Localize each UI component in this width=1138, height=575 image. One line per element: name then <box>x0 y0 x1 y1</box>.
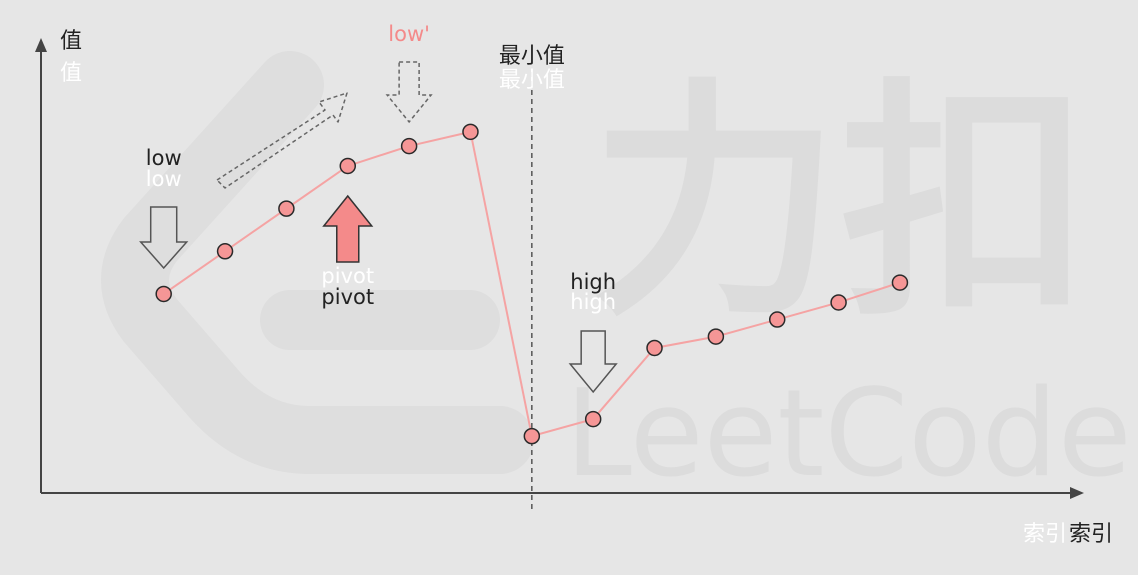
pivot-label: pivot <box>321 285 374 309</box>
high-label-ghost: high <box>570 290 616 314</box>
data-point-2 <box>278 200 295 217</box>
data-point-5 <box>462 123 479 141</box>
pivot-up-arrow-icon <box>322 194 374 263</box>
move-arrow-icon <box>216 92 348 189</box>
pivot-label-ghost: pivot <box>321 264 374 288</box>
data-point-8 <box>646 339 663 357</box>
y-axis-label: 值 <box>60 29 82 54</box>
x-axis-label: 索引 <box>1069 522 1113 547</box>
data-point-4 <box>400 137 418 155</box>
data-point-10 <box>768 311 786 328</box>
low-prime-label: low' <box>388 22 430 46</box>
low-prime-down-arrow-icon <box>385 61 433 124</box>
data-point-1 <box>216 243 234 260</box>
low-down-arrow-icon <box>139 206 189 270</box>
x-axis-arrow-icon <box>1070 487 1084 499</box>
minimum-label-ghost: 最小值 <box>499 68 565 93</box>
low-label: low <box>146 146 182 170</box>
leetcode-watermark: 力扣 LeetCode <box>101 51 1132 504</box>
data-point-9 <box>707 328 725 345</box>
leetcode-logo-icon <box>101 51 534 474</box>
data-point-3 <box>339 157 357 175</box>
data-point-0 <box>155 285 172 303</box>
high-label: high <box>570 270 616 294</box>
data-points <box>155 123 909 445</box>
data-point-7 <box>584 410 602 428</box>
data-point-6 <box>523 427 541 445</box>
y-axis-label-ghost: 值 <box>60 61 82 86</box>
watermark-text: LeetCode <box>565 365 1132 504</box>
x-axis-label-ghost: 索引 <box>1023 522 1067 547</box>
high-down-arrow-icon <box>568 330 618 394</box>
y-axis-arrow-icon <box>35 38 47 52</box>
minimum-label: 最小值 <box>499 44 565 69</box>
data-point-11 <box>830 294 847 311</box>
low-label-ghost: low <box>146 167 182 191</box>
axes <box>35 38 1084 499</box>
data-point-12 <box>891 274 909 291</box>
